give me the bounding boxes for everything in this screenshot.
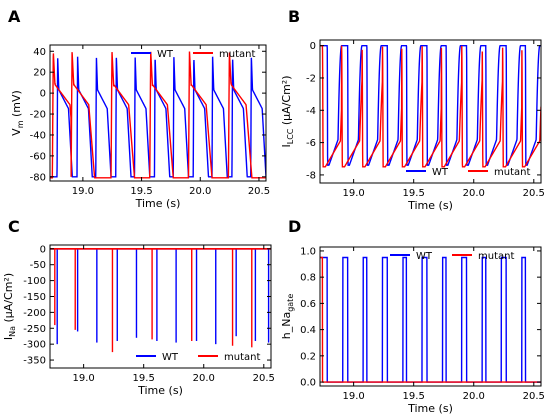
panel-b: B 19.0 19.5 20.0 20.5 -8 -6 -4 -2 0 Time (s) ILCC (… — [280, 7, 545, 212]
y-axis-label: h_Nagate — [280, 294, 295, 340]
x-tick-label: 19.5 — [403, 391, 425, 402]
y-tick-label: 0.6 — [300, 299, 316, 310]
y-tick-label: 0 — [40, 244, 46, 255]
x-tick-label: 20.0 — [463, 391, 485, 402]
legend: WT mutant — [406, 167, 530, 178]
legend-label-mutant: mutant — [494, 167, 530, 178]
series-line-mutant — [320, 44, 541, 168]
panel-letter: C — [8, 217, 20, 236]
y-tick-label: 1.0 — [300, 246, 316, 257]
x-tick-label: 19.0 — [72, 373, 94, 384]
y-tick-label: 0 — [310, 41, 316, 52]
legend-label-mutant: mutant — [478, 251, 514, 262]
y-tick-label: -250 — [23, 324, 46, 335]
y-tick-label: -4 — [306, 106, 316, 117]
x-tick-label: 19.0 — [342, 391, 364, 402]
x-axis-label: Time (s) — [407, 402, 453, 415]
y-tick-label: 0 — [40, 89, 46, 100]
axes-frame — [319, 39, 542, 184]
x-tick-label: 20.5 — [523, 391, 545, 402]
y-axis-label: INa (μA/Cm²) — [2, 273, 17, 340]
legend: WT mutant — [390, 251, 514, 262]
plot-area — [320, 256, 541, 383]
y-tick-label: -40 — [30, 130, 46, 141]
panel-letter: A — [8, 7, 21, 26]
x-tick-label: 19.5 — [130, 186, 152, 197]
x-axis-label: Time (s) — [135, 197, 181, 210]
y-tick-label: -100 — [23, 276, 46, 287]
x-tick-label: 20.5 — [248, 186, 270, 197]
legend-label-mutant: mutant — [219, 49, 255, 60]
legend-label-wt: WT — [157, 49, 174, 60]
x-tick-label: 19.5 — [403, 188, 425, 199]
x-tick-label: 20.5 — [523, 188, 545, 199]
y-axis-label: ILCC (μA/Cm²) — [280, 75, 295, 147]
y-tick-label: 0.8 — [300, 273, 316, 284]
series-line-wt — [320, 256, 541, 383]
y-tick-label: -6 — [306, 138, 316, 149]
y-tick-label: -150 — [23, 292, 46, 303]
x-tick-label: 20.0 — [189, 186, 211, 197]
plot-area — [320, 44, 541, 168]
series-line-mutant — [50, 51, 266, 179]
series-line-mutant — [320, 256, 541, 383]
y-tick-label: -80 — [30, 172, 46, 183]
plot-area — [50, 248, 271, 353]
series-line-wt — [50, 56, 266, 178]
panel-letter: B — [288, 7, 300, 26]
y-tick-label: 0.2 — [300, 351, 316, 362]
y-tick-label: -350 — [23, 356, 46, 367]
series-line-wt — [320, 44, 541, 166]
legend: WT mutant — [131, 49, 255, 60]
y-tick-label: 0.0 — [300, 378, 316, 389]
legend-label-mutant: mutant — [224, 352, 260, 363]
y-tick-label: 20 — [33, 68, 46, 79]
y-tick-label: -60 — [30, 151, 46, 162]
x-tick-label: 20.5 — [253, 373, 275, 384]
y-tick-label: -8 — [306, 170, 316, 181]
panel-letter: D — [288, 217, 301, 236]
x-tick-label: 20.0 — [463, 188, 485, 199]
y-tick-label: -50 — [30, 260, 46, 271]
x-axis-label: Time (s) — [137, 384, 183, 397]
x-tick-label: 19.0 — [72, 186, 94, 197]
y-tick-label: -200 — [23, 308, 46, 319]
panel-c: C 19.0 19.5 20.0 20.5 -350 -300 -250 -200 -150 -10… — [2, 217, 275, 397]
panel-d: D 19.0 19.5 20.0 20.5 0.0 0.2 0.4 0.6 0.8 1.0 Time … — [280, 217, 545, 415]
legend: WT mutant — [136, 352, 260, 363]
legend-label-wt: WT — [162, 352, 179, 363]
y-axis-label: Vm (mV) — [10, 90, 25, 136]
x-tick-label: 20.0 — [193, 373, 215, 384]
y-tick-label: 40 — [33, 47, 46, 58]
y-tick-label: -2 — [306, 73, 316, 84]
plot-area — [50, 51, 266, 179]
panel-a: A 19.0 19.5 20.0 20.5 -80 -60 -40 -20 0 20 40 Time (… — [8, 7, 270, 210]
axes-frame — [49, 44, 267, 182]
axes-frame — [49, 244, 272, 369]
x-tick-label: 19.5 — [133, 373, 155, 384]
x-axis-label: Time (s) — [407, 199, 453, 212]
y-tick-label: -300 — [23, 340, 46, 351]
legend-label-wt: WT — [416, 251, 433, 262]
axes-frame — [319, 246, 542, 387]
y-tick-label: 0.4 — [300, 325, 316, 336]
legend-label-wt: WT — [432, 167, 449, 178]
y-tick-label: -20 — [30, 110, 46, 121]
x-tick-label: 19.0 — [342, 188, 364, 199]
